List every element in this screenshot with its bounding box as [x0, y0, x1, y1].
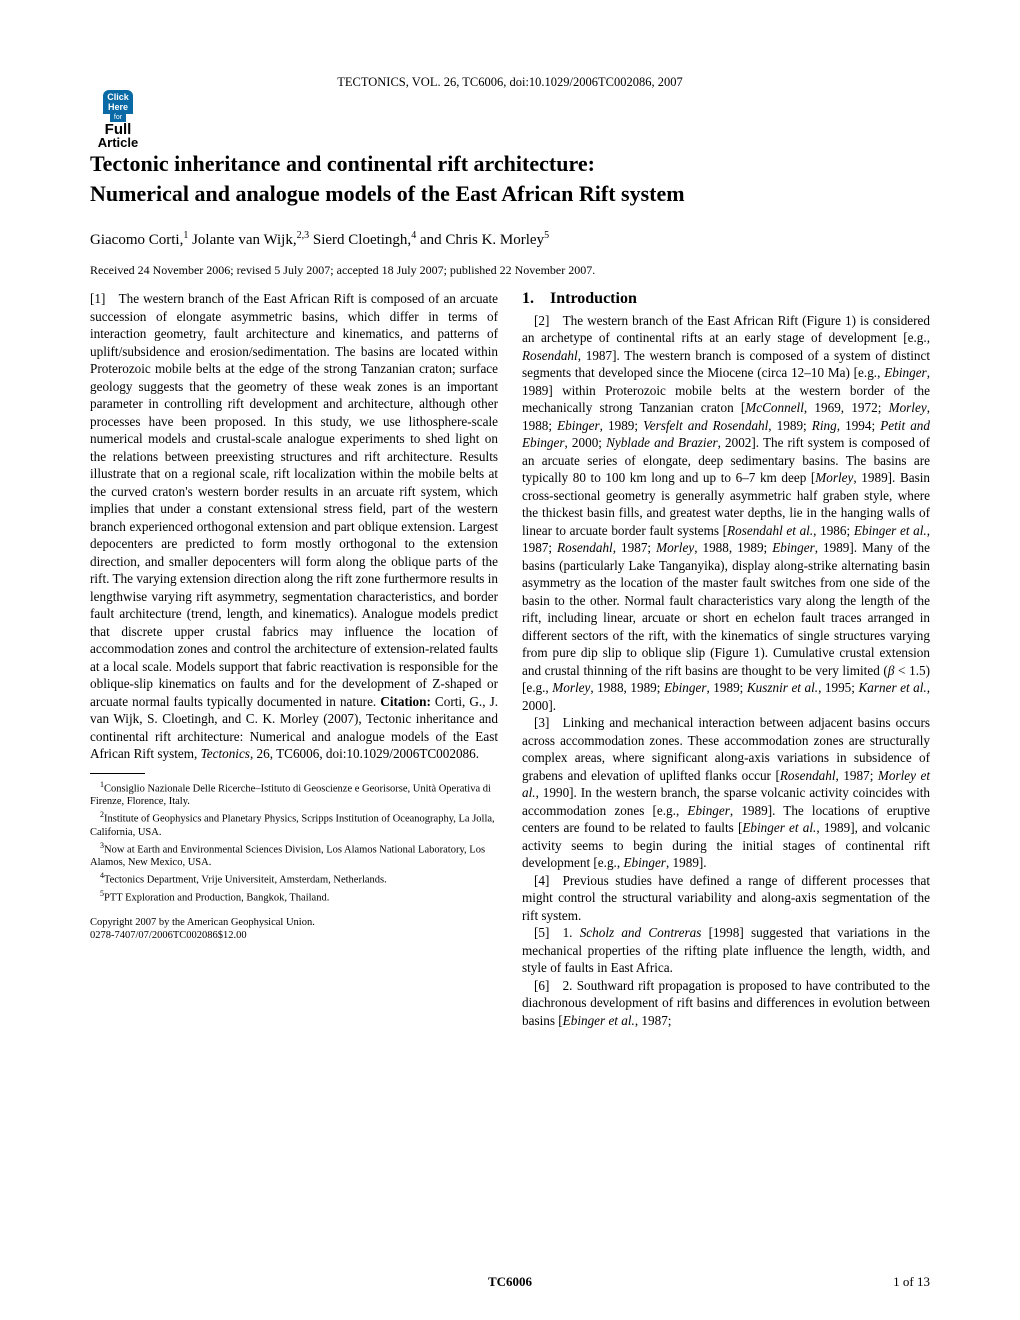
journal-header: TECTONICS, VOL. 26, TC6006, doi:10.1029/…	[90, 75, 930, 90]
footer-center: TC6006	[488, 1274, 532, 1290]
left-column: [1] The western branch of the East Afric…	[90, 290, 498, 1029]
two-column-body: [1] The western branch of the East Afric…	[90, 290, 930, 1029]
right-column: 1. Introduction [2] The western branch o…	[522, 290, 930, 1029]
paragraph-4: [4] Previous studies have defined a rang…	[522, 872, 930, 925]
full-article-badge[interactable]: ClickHere for Full Article	[90, 90, 146, 142]
affiliation-1: 1Consiglio Nazionale Delle Ricerche–Isti…	[90, 778, 498, 809]
affiliation-2: 2Institute of Geophysics and Planetary P…	[90, 808, 498, 839]
badge-click-here: ClickHere	[103, 90, 133, 114]
publication-dates: Received 24 November 2006; revised 5 Jul…	[90, 263, 930, 278]
paragraph-6: [6] 2. Southward rift propagation is pro…	[522, 977, 930, 1030]
article-title-line2: Numerical and analogue models of the Eas…	[90, 180, 930, 208]
affiliation-5: 5PTT Exploration and Production, Bangkok…	[90, 887, 498, 905]
copyright-line2: 0278-7407/07/2006TC002086$12.00	[90, 929, 498, 942]
author-list: Giacomo Corti,1 Jolante van Wijk,2,3 Sie…	[90, 230, 930, 249]
affiliation-4: 4Tectonics Department, Vrije Universitei…	[90, 869, 498, 887]
paragraph-5: [5] 1. Scholz and Contreras [1998] sugge…	[522, 924, 930, 977]
section-heading-introduction: 1. Introduction	[522, 290, 930, 308]
citation-journal: Tectonics	[201, 746, 250, 761]
paragraph-3: [3] Linking and mechanical interaction b…	[522, 714, 930, 872]
badge-article: Article	[98, 137, 138, 149]
abstract-paragraph: [1] The western branch of the East Afric…	[90, 290, 498, 763]
affiliation-separator	[90, 773, 145, 774]
affiliation-3: 3Now at Earth and Environmental Sciences…	[90, 839, 498, 870]
footer-right: 1 of 13	[893, 1274, 930, 1290]
citation-label: Citation:	[380, 694, 431, 709]
citation-tail: , 26, TC6006, doi:10.1029/2006TC002086.	[250, 746, 479, 761]
copyright-block: Copyright 2007 by the American Geophysic…	[90, 916, 498, 942]
article-title-line1: Tectonic inheritance and continental rif…	[90, 150, 930, 178]
paragraph-2: [2] The western branch of the East Afric…	[522, 312, 930, 715]
copyright-line1: Copyright 2007 by the American Geophysic…	[90, 916, 498, 929]
page-footer: TC6006 1 of 13	[90, 1274, 930, 1290]
